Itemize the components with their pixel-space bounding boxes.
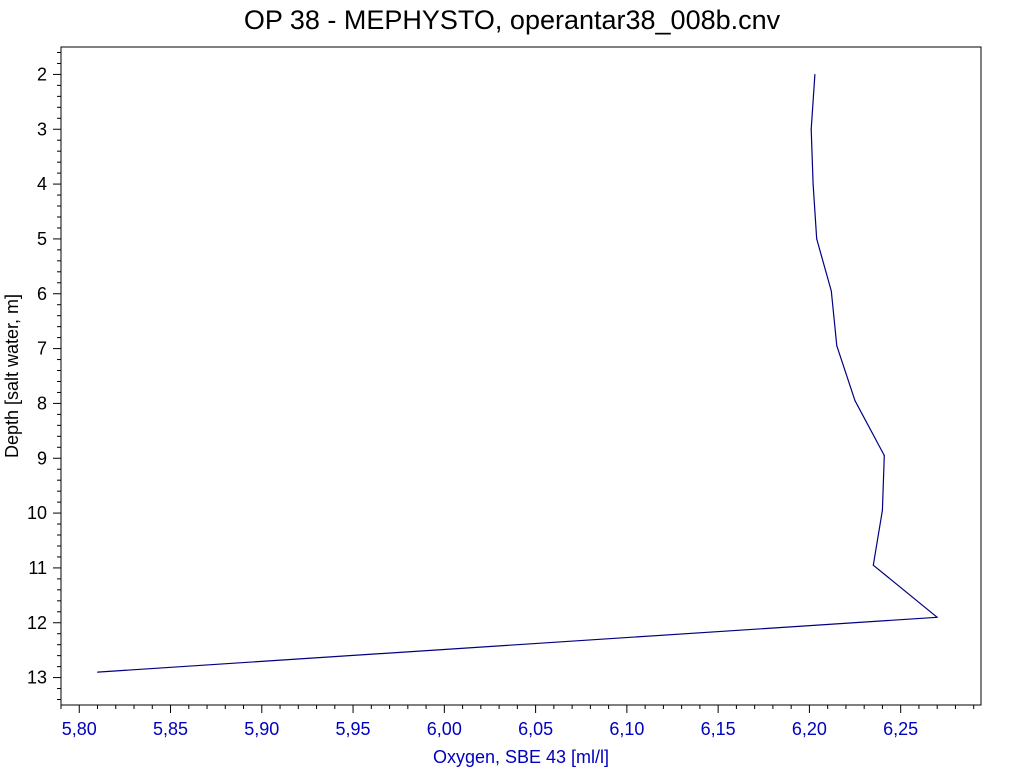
y-tick-label: 11 (28, 558, 47, 578)
y-tick-label: 8 (37, 393, 47, 413)
y-tick-label: 3 (37, 119, 47, 139)
y-tick-label: 5 (37, 229, 47, 249)
oxygen-profile-line (97, 74, 938, 673)
series-layer (96, 73, 938, 673)
data-point (816, 238, 818, 240)
y-tick-label: 13 (27, 668, 47, 688)
y-tick-label: 9 (37, 448, 47, 468)
y-tick-label: 7 (37, 339, 47, 359)
x-axis-label: Oxygen, SBE 43 [ml/l] (433, 747, 609, 767)
x-tick-label: 6,10 (609, 719, 644, 739)
x-tick-label: 5,95 (336, 719, 371, 739)
y-axis-label: Depth [salt water, m] (2, 294, 22, 458)
data-point (812, 183, 814, 185)
y-axis: 2 3 4 5 6 7 8 9 10 11 12 13 (27, 51, 61, 701)
data-point (881, 509, 884, 511)
x-tick-label: 6,15 (701, 719, 736, 739)
data-point (872, 564, 874, 566)
data-point (854, 400, 856, 402)
x-tick-label: 5,85 (153, 719, 188, 739)
y-tick-label: 2 (37, 64, 47, 84)
y-tick-label: 12 (27, 613, 47, 633)
chart-title: OP 38 - MEPHYSTO, operantar38_008b.cnv (244, 5, 781, 35)
data-point (936, 616, 938, 618)
data-point (830, 290, 832, 292)
data-point (836, 345, 838, 347)
x-tick-label: 6,25 (883, 719, 918, 739)
data-point (810, 128, 812, 130)
y-tick-label: 4 (37, 174, 47, 194)
x-tick-label: 6,05 (518, 719, 553, 739)
y-tick-label: 6 (37, 284, 47, 304)
x-axis: 5,80 5,85 5,90 5,95 6,00 6,05 6,10 6,15 6,20 6,25 (60, 705, 975, 739)
x-tick-label: 6,00 (427, 719, 462, 739)
y-tick-label: 10 (27, 503, 47, 523)
data-point (883, 454, 885, 457)
data-point (96, 671, 99, 673)
x-tick-label: 5,90 (244, 719, 279, 739)
x-tick-label: 5,80 (62, 719, 97, 739)
data-point (814, 73, 816, 75)
x-tick-label: 6,20 (792, 719, 827, 739)
plot-frame (60, 46, 982, 706)
